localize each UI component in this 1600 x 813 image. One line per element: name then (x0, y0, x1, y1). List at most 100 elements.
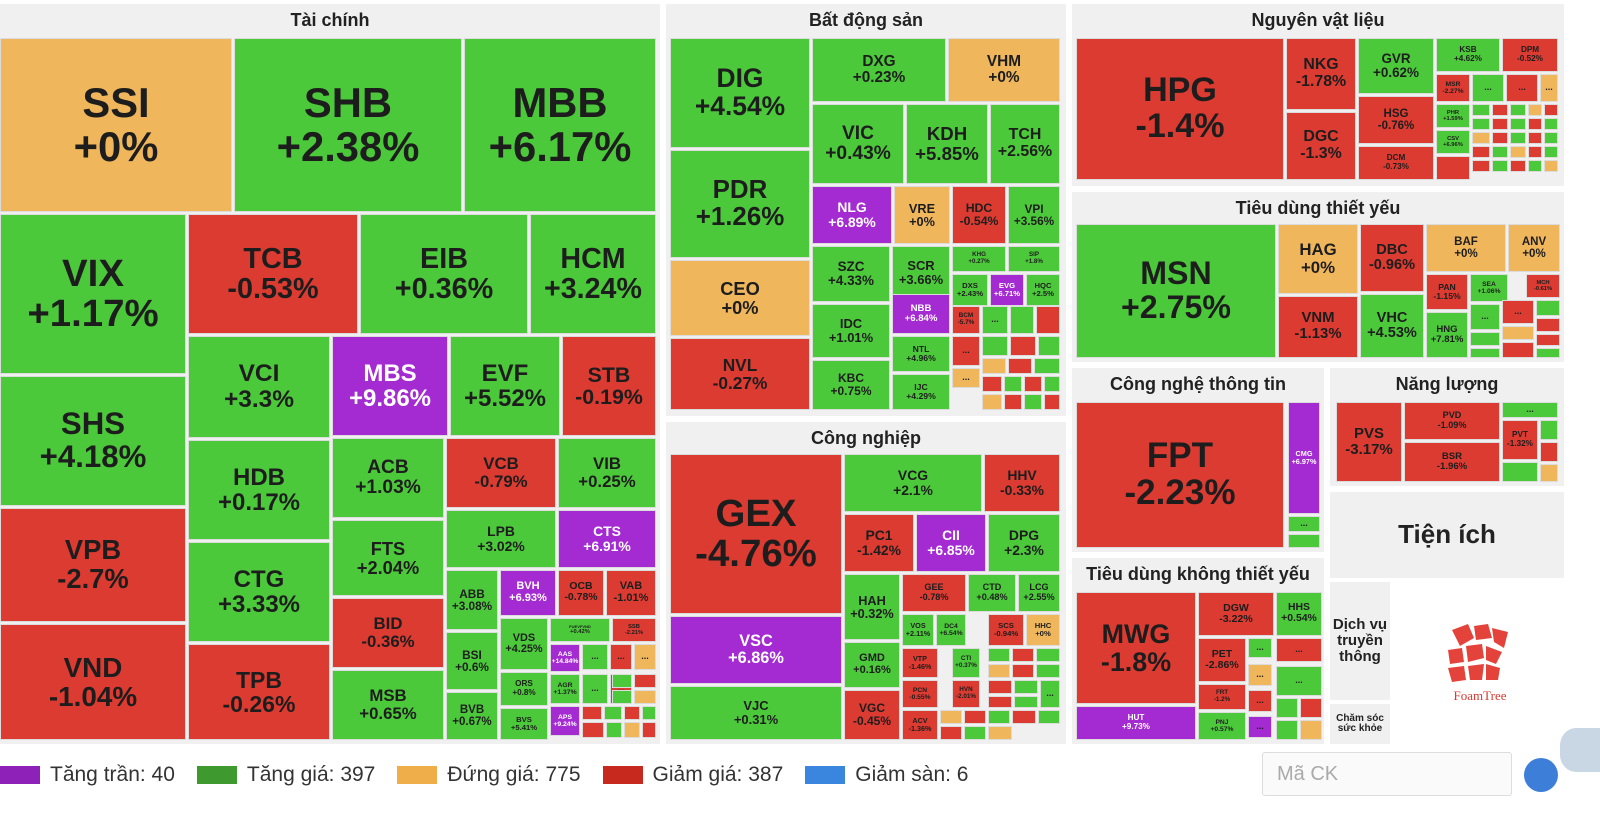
stock-tile-dgc[interactable]: DGC -1.3% (1286, 112, 1356, 180)
stock-tile-bcm[interactable]: BCM -5.7% (952, 306, 980, 334)
mini-stock-tile[interactable] (1544, 118, 1558, 130)
stock-tile-vre[interactable]: VRE +0% (894, 186, 950, 244)
stock-tile-dgw[interactable]: DGW -3.22% (1198, 592, 1274, 636)
stock-tile-nbb[interactable]: NBB +6.84% (892, 294, 950, 334)
stock-tile-lcg[interactable]: LCG +2.55% (1018, 574, 1060, 612)
stock-tile-vcb[interactable]: VCB -0.79% (446, 438, 556, 508)
stock-tile-acv[interactable]: ACV -1.36% (902, 710, 938, 740)
stock-tile-gex[interactable]: GEX -4.76% (670, 454, 842, 614)
stock-tile-gmd[interactable]: GMD +0.16% (844, 642, 900, 688)
more-stocks-tile[interactable]: ... (1248, 638, 1272, 658)
more-stocks-tile[interactable]: ... (1040, 680, 1060, 708)
stock-tile-hag[interactable]: HAG +0% (1278, 224, 1358, 294)
stock-tile-bvs[interactable]: BVS +5.41% (500, 708, 548, 740)
mini-stock-tile[interactable] (982, 376, 1002, 392)
mini-stock-tile[interactable] (1010, 336, 1036, 356)
stock-tile-bid[interactable]: BID -0.36% (332, 598, 444, 668)
mini-stock-tile[interactable] (1276, 720, 1298, 740)
sector-title[interactable]: Nguyên vật liệu (1251, 10, 1385, 30)
stock-tile-mbb[interactable]: MBB +6.17% (464, 38, 656, 212)
stock-tile-cti[interactable]: CTI +0.37% (952, 648, 980, 678)
stock-tile-msr[interactable]: MSR -2.27% (1436, 74, 1470, 102)
stock-tile-dpg[interactable]: DPG +2.3% (988, 514, 1060, 572)
stock-tile-abb[interactable]: ABB +3.08% (446, 570, 498, 630)
mini-stock-tile[interactable] (940, 710, 962, 724)
stock-code-search-input[interactable] (1262, 752, 1512, 796)
more-stocks-tile[interactable]: ... (1248, 716, 1272, 738)
stock-tile-stb[interactable]: STB -0.19% (562, 336, 656, 436)
mini-stock-tile[interactable] (1012, 648, 1034, 662)
stock-tile-eib[interactable]: EIB +0.36% (360, 214, 528, 334)
mini-stock-tile[interactable] (1544, 160, 1558, 172)
mini-stock-tile[interactable] (1536, 334, 1560, 346)
stock-tile-bvb[interactable]: BVB +0.67% (446, 692, 498, 740)
stock-tile-lpb[interactable]: LPB +3.02% (446, 510, 556, 568)
mini-stock-tile[interactable] (1300, 720, 1322, 740)
assistant-bot-icon[interactable] (1560, 728, 1600, 772)
mini-stock-tile[interactable] (1472, 160, 1490, 172)
mini-stock-tile[interactable] (1472, 118, 1490, 130)
stock-tile-pvs[interactable]: PVS -3.17% (1336, 402, 1402, 482)
stock-tile-cii[interactable]: CII +6.85% (916, 514, 986, 572)
stock-tile-nkg[interactable]: NKG -1.78% (1286, 38, 1356, 110)
mini-stock-tile[interactable] (1510, 118, 1526, 130)
sector-title[interactable]: Tiêu dùng không thiết yếu (1086, 564, 1310, 584)
stock-tile-aas[interactable]: AAS +14.84% (550, 644, 580, 672)
stock-tile-vhm[interactable]: VHM +0% (948, 38, 1060, 102)
stock-tile-khg[interactable]: KHG +0.27% (952, 246, 1006, 272)
mini-stock-tile[interactable] (1536, 348, 1560, 358)
stock-tile-csv[interactable]: CSV +6.96% (1436, 130, 1470, 154)
stock-tile-idc[interactable]: IDC +1.01% (812, 304, 890, 358)
stock-tile-ocb[interactable]: OCB -0.78% (558, 570, 604, 616)
stock-tile-msn[interactable]: MSN +2.75% (1076, 224, 1276, 358)
stock-tile-dxs[interactable]: DXS +2.43% (952, 274, 988, 306)
stock-tile-pnj[interactable]: PNJ +0.57% (1198, 712, 1246, 740)
stock-tile-tpb[interactable]: TPB -0.26% (188, 644, 330, 740)
stock-tile-hqc[interactable]: HQC +2.5% (1026, 274, 1060, 306)
stock-tile-ksb[interactable]: KSB +4.62% (1436, 38, 1500, 72)
mini-stock-tile[interactable] (1536, 318, 1560, 332)
mini-stock-tile[interactable] (988, 680, 1012, 694)
stock-tile-ors[interactable]: ORS +0.8% (500, 672, 548, 706)
stock-tile-hut[interactable]: HUT +9.73% (1076, 706, 1196, 740)
mini-stock-tile[interactable] (1544, 146, 1558, 158)
stock-tile-pc1[interactable]: PC1 -1.42% (844, 514, 914, 572)
more-stocks-tile[interactable]: ... (1506, 74, 1538, 102)
stock-tile-kbc[interactable]: KBC +0.75% (812, 360, 890, 410)
stock-tile-vci[interactable]: VCI +3.3% (188, 336, 330, 438)
mini-stock-tile[interactable] (582, 706, 602, 720)
stock-tile-cmg[interactable]: CMG +6.97% (1288, 402, 1320, 514)
more-stocks-tile[interactable]: ... (582, 674, 608, 704)
mini-stock-tile[interactable] (1036, 306, 1060, 334)
stock-tile-vos[interactable]: VOS +2.11% (902, 614, 934, 646)
mini-stock-tile[interactable] (1014, 680, 1038, 694)
mini-stock-tile[interactable] (1472, 104, 1490, 116)
more-stocks-tile[interactable]: ... (952, 336, 980, 366)
stock-tile-dxg[interactable]: DXG +0.23% (812, 38, 946, 102)
mini-stock-tile[interactable] (1528, 104, 1542, 116)
mini-stock-tile[interactable] (982, 358, 1006, 374)
stock-tile-phr[interactable]: PHR +1.59% (1436, 104, 1470, 128)
sector-title[interactable]: Dịch vụ truyền thông (1332, 616, 1388, 665)
stock-tile-hdc[interactable]: HDC -0.54% (952, 186, 1006, 244)
stock-tile-hdb[interactable]: HDB +0.17% (188, 440, 330, 540)
mini-stock-tile[interactable] (982, 336, 1008, 356)
mini-stock-tile[interactable] (1502, 342, 1534, 358)
stock-tile-msb[interactable]: MSB +0.65% (332, 670, 444, 740)
stock-tile-hsg[interactable]: HSG -0.76% (1358, 96, 1434, 144)
mini-stock-tile[interactable] (1044, 394, 1060, 410)
mini-stock-tile[interactable] (1492, 146, 1508, 158)
mini-stock-tile[interactable] (1276, 698, 1298, 718)
mini-stock-tile[interactable] (634, 674, 656, 688)
mini-stock-tile[interactable] (1510, 132, 1526, 144)
stock-tile-vpb[interactable]: VPB -2.7% (0, 508, 186, 622)
more-stocks-tile[interactable]: ... (1470, 304, 1500, 330)
stock-tile-pdr[interactable]: PDR +1.26% (670, 150, 810, 258)
mini-stock-tile[interactable] (940, 726, 962, 740)
mini-stock-tile[interactable] (642, 706, 656, 720)
mini-stock-tile[interactable] (1024, 376, 1042, 392)
more-stocks-tile[interactable]: ... (1540, 74, 1558, 102)
mini-stock-tile[interactable] (988, 648, 1010, 662)
stock-tile-aps[interactable]: APS +9.24% (550, 706, 580, 736)
stock-tile-fuevfvnd[interactable]: FUEVFVND +0.42% (550, 618, 610, 642)
